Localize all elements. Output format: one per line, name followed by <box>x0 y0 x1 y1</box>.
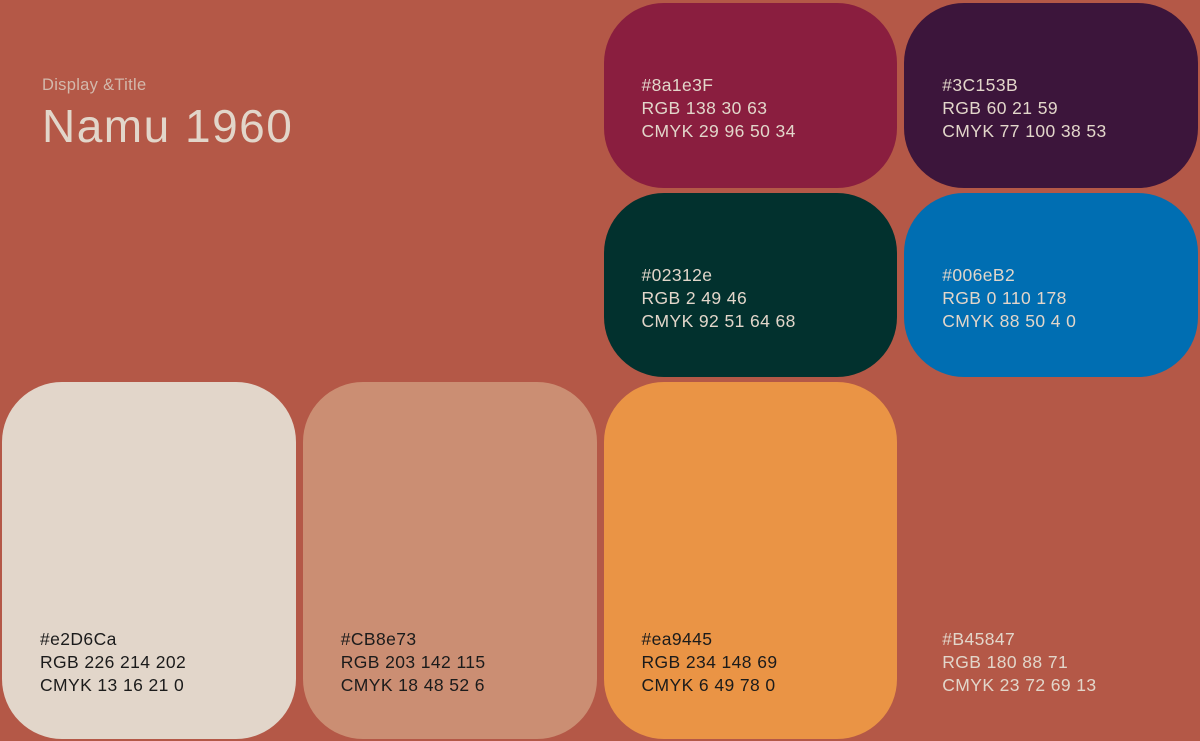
swatch-rgb: RGB 2 49 46 <box>641 288 748 308</box>
swatch-card-clay: #CB8e73 RGB 203 142 115 CMYK 18 48 52 6 <box>302 382 597 739</box>
swatch-hex: #02312e <box>641 265 713 285</box>
swatch-cmyk: CMYK 18 48 52 6 <box>340 675 485 695</box>
swatch-card-amber: #ea9445 RGB 234 148 69 CMYK 6 49 78 0 <box>603 382 898 739</box>
swatch-hex: #006eB2 <box>942 265 1016 285</box>
swatch-cmyk: CMYK 23 72 69 13 <box>942 675 1097 695</box>
swatch-rgb: RGB 226 214 202 <box>40 652 187 672</box>
swatch-cmyk: CMYK 13 16 21 0 <box>40 675 185 695</box>
swatch-hex: #e2D6Ca <box>40 629 117 649</box>
swatch-hex: #3C153B <box>942 75 1019 95</box>
header: Display &Title Namu 1960 <box>42 76 293 150</box>
swatch-card-forest-green: #02312e RGB 2 49 46 CMYK 92 51 64 68 <box>603 193 898 377</box>
swatch-card-sand: #e2D6Ca RGB 226 214 202 CMYK 13 16 21 0 <box>2 382 296 739</box>
swatch-cmyk: CMYK 88 50 4 0 <box>942 311 1077 331</box>
swatch-rgb: RGB 0 110 178 <box>942 288 1067 308</box>
swatch-card-plum: #3C153B RGB 60 21 59 CMYK 77 100 38 53 <box>904 3 1198 188</box>
page-title: Namu 1960 <box>42 100 294 152</box>
swatch-card-blue: #006eB2 RGB 0 110 178 CMYK 88 50 4 0 <box>904 193 1198 377</box>
swatch-rgb: RGB 138 30 63 <box>641 98 768 118</box>
swatch-hex: #ea9445 <box>641 629 713 649</box>
swatch-rgb: RGB 203 142 115 <box>340 652 486 672</box>
swatch-hex: #B45847 <box>942 629 1016 649</box>
swatch-cmyk: CMYK 92 51 64 68 <box>641 311 796 331</box>
swatch-rgb: RGB 60 21 59 <box>942 98 1058 118</box>
swatch-cmyk: CMYK 6 49 78 0 <box>641 675 776 695</box>
eyebrow-label: Display &Title <box>42 76 147 94</box>
swatch-hex: #8a1e3F <box>641 75 714 95</box>
swatch-hex: #CB8e73 <box>340 629 417 649</box>
swatch-rgb: RGB 234 148 69 <box>641 652 778 672</box>
swatch-rgb: RGB 180 88 71 <box>942 652 1069 672</box>
swatch-card-burgundy: #8a1e3F RGB 138 30 63 CMYK 29 96 50 34 <box>603 3 898 188</box>
swatch-cmyk: CMYK 29 96 50 34 <box>641 121 796 141</box>
swatch-terracotta-background: #B45847 RGB 180 88 71 CMYK 23 72 69 13 <box>904 382 1198 739</box>
swatch-cmyk: CMYK 77 100 38 53 <box>942 121 1107 141</box>
